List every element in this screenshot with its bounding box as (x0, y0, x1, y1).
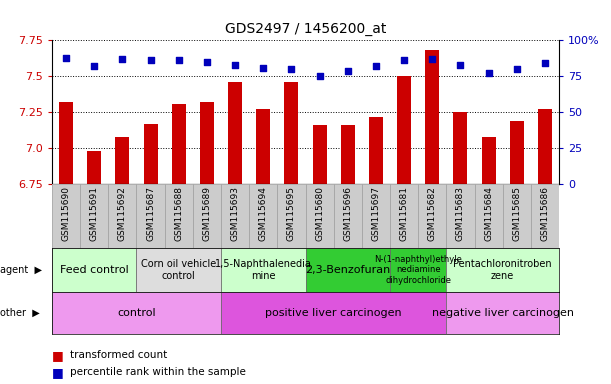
Text: other  ▶: other ▶ (0, 308, 40, 318)
Bar (538, 109, 552, 184)
Text: GSM115685: GSM115685 (512, 186, 521, 241)
Point (456, 62, 466, 68)
Bar (193, 184, 221, 248)
Bar (200, 102, 214, 184)
Text: GSM115686: GSM115686 (541, 186, 549, 241)
Text: ■: ■ (52, 366, 64, 379)
Point (428, 56, 437, 62)
Bar (390, 184, 418, 248)
Text: control: control (117, 308, 156, 318)
Bar (453, 112, 467, 184)
Bar (334, 184, 362, 248)
Text: GSM115682: GSM115682 (428, 186, 437, 241)
Point (484, 70, 494, 76)
Text: GSM115680: GSM115680 (315, 186, 324, 241)
Text: GSM115687: GSM115687 (146, 186, 155, 241)
Text: transformed count: transformed count (70, 350, 167, 360)
Bar (313, 125, 327, 184)
Bar (306, 184, 334, 248)
Text: percentile rank within the sample: percentile rank within the sample (70, 367, 246, 377)
Bar (284, 82, 298, 184)
Text: 1,5-Naphthalenedia
mine: 1,5-Naphthalenedia mine (215, 259, 312, 281)
Point (540, 60, 550, 66)
Text: GSM115695: GSM115695 (287, 186, 296, 241)
Bar (52, 248, 136, 292)
Bar (256, 109, 270, 184)
Point (287, 66, 296, 72)
Bar (510, 121, 524, 184)
Text: GSM115683: GSM115683 (456, 186, 465, 241)
Point (371, 63, 381, 70)
Bar (52, 292, 221, 334)
Text: GSM115691: GSM115691 (90, 186, 99, 241)
Bar (503, 184, 531, 248)
Text: GSM115692: GSM115692 (118, 186, 127, 241)
Bar (531, 184, 559, 248)
Text: GDS2497 / 1456200_at: GDS2497 / 1456200_at (225, 23, 386, 36)
Text: Corn oil vehicle
control: Corn oil vehicle control (141, 259, 216, 281)
Bar (59, 102, 73, 184)
Bar (418, 184, 447, 248)
Bar (447, 248, 559, 292)
Text: GSM115696: GSM115696 (343, 186, 353, 241)
Text: GSM115689: GSM115689 (202, 186, 211, 241)
Bar (144, 124, 158, 184)
Text: negative liver carcinogen: negative liver carcinogen (432, 308, 574, 318)
Bar (221, 292, 447, 334)
Bar (390, 248, 447, 292)
Bar (164, 184, 193, 248)
Bar (80, 184, 108, 248)
Bar (228, 82, 242, 184)
Bar (221, 184, 249, 248)
Text: GSM115690: GSM115690 (62, 186, 70, 241)
Text: GSM115693: GSM115693 (230, 186, 240, 241)
Bar (362, 184, 390, 248)
Point (343, 68, 353, 74)
Point (117, 56, 127, 62)
Bar (108, 184, 136, 248)
Text: GSM115681: GSM115681 (400, 186, 409, 241)
Text: GSM115694: GSM115694 (258, 186, 268, 241)
Bar (136, 184, 164, 248)
Bar (447, 292, 559, 334)
Text: agent  ▶: agent ▶ (0, 265, 42, 275)
Bar (172, 104, 186, 184)
Bar (341, 125, 355, 184)
Bar (277, 184, 306, 248)
Bar (481, 137, 496, 184)
Text: 2,3-Benzofuran: 2,3-Benzofuran (305, 265, 390, 275)
Text: GSM115684: GSM115684 (484, 186, 493, 241)
Point (315, 73, 324, 79)
Point (258, 65, 268, 71)
Bar (136, 248, 221, 292)
Bar (87, 151, 101, 184)
Point (399, 57, 409, 63)
Point (202, 59, 212, 65)
Text: ■: ■ (52, 349, 64, 362)
Text: Pentachloronitroben
zene: Pentachloronitroben zene (453, 259, 552, 281)
Text: positive liver carcinogen: positive liver carcinogen (265, 308, 402, 318)
Bar (115, 137, 130, 184)
Bar (369, 117, 383, 184)
Bar (447, 184, 475, 248)
Bar (52, 184, 80, 248)
Text: Feed control: Feed control (60, 265, 128, 275)
Text: GSM115688: GSM115688 (174, 186, 183, 241)
Point (61, 55, 71, 61)
Point (145, 57, 155, 63)
Bar (306, 248, 390, 292)
Bar (221, 248, 306, 292)
Text: N-(1-naphthyl)ethyle
nediamine
dihydrochloride: N-(1-naphthyl)ethyle nediamine dihydroch… (375, 255, 462, 285)
Point (174, 57, 184, 63)
Text: GSM115697: GSM115697 (371, 186, 381, 241)
Point (89, 63, 99, 70)
Bar (475, 184, 503, 248)
Point (512, 66, 522, 72)
Bar (397, 76, 411, 184)
Bar (249, 184, 277, 248)
Point (230, 62, 240, 68)
Bar (425, 50, 439, 184)
